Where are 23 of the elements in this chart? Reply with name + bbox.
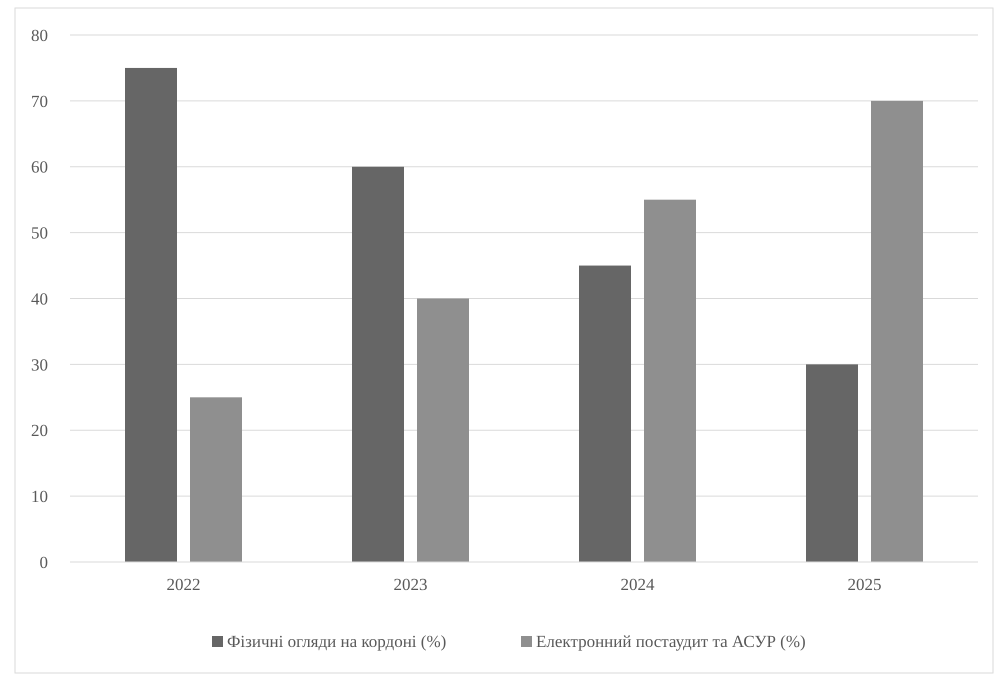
y-tick-label: 0 xyxy=(40,552,48,572)
y-tick-label: 50 xyxy=(31,224,48,243)
y-tick-label: 10 xyxy=(31,487,48,506)
y-tick-label: 20 xyxy=(31,421,48,440)
x-tick-label: 2022 xyxy=(166,575,200,594)
bar xyxy=(417,298,469,562)
y-tick-label: 30 xyxy=(31,355,48,374)
bar xyxy=(644,200,696,562)
x-tick-label: 2024 xyxy=(620,575,655,594)
y-tick-label: 70 xyxy=(31,92,48,111)
y-tick-label: 60 xyxy=(31,158,48,177)
bar xyxy=(352,166,404,562)
x-tick-label: 2023 xyxy=(394,575,428,594)
legend-label: Електронний постаудит та АСУР (%) xyxy=(536,632,806,651)
bar xyxy=(125,68,177,562)
x-tick-label: 2025 xyxy=(848,575,882,594)
bar xyxy=(871,100,923,562)
y-tick-label: 80 xyxy=(31,26,48,45)
bar xyxy=(190,397,242,562)
bar xyxy=(806,364,858,562)
bar xyxy=(579,266,631,562)
y-tick-label: 40 xyxy=(31,289,48,308)
legend-label: Фізичні огляди на кордоні (%) xyxy=(227,632,446,651)
